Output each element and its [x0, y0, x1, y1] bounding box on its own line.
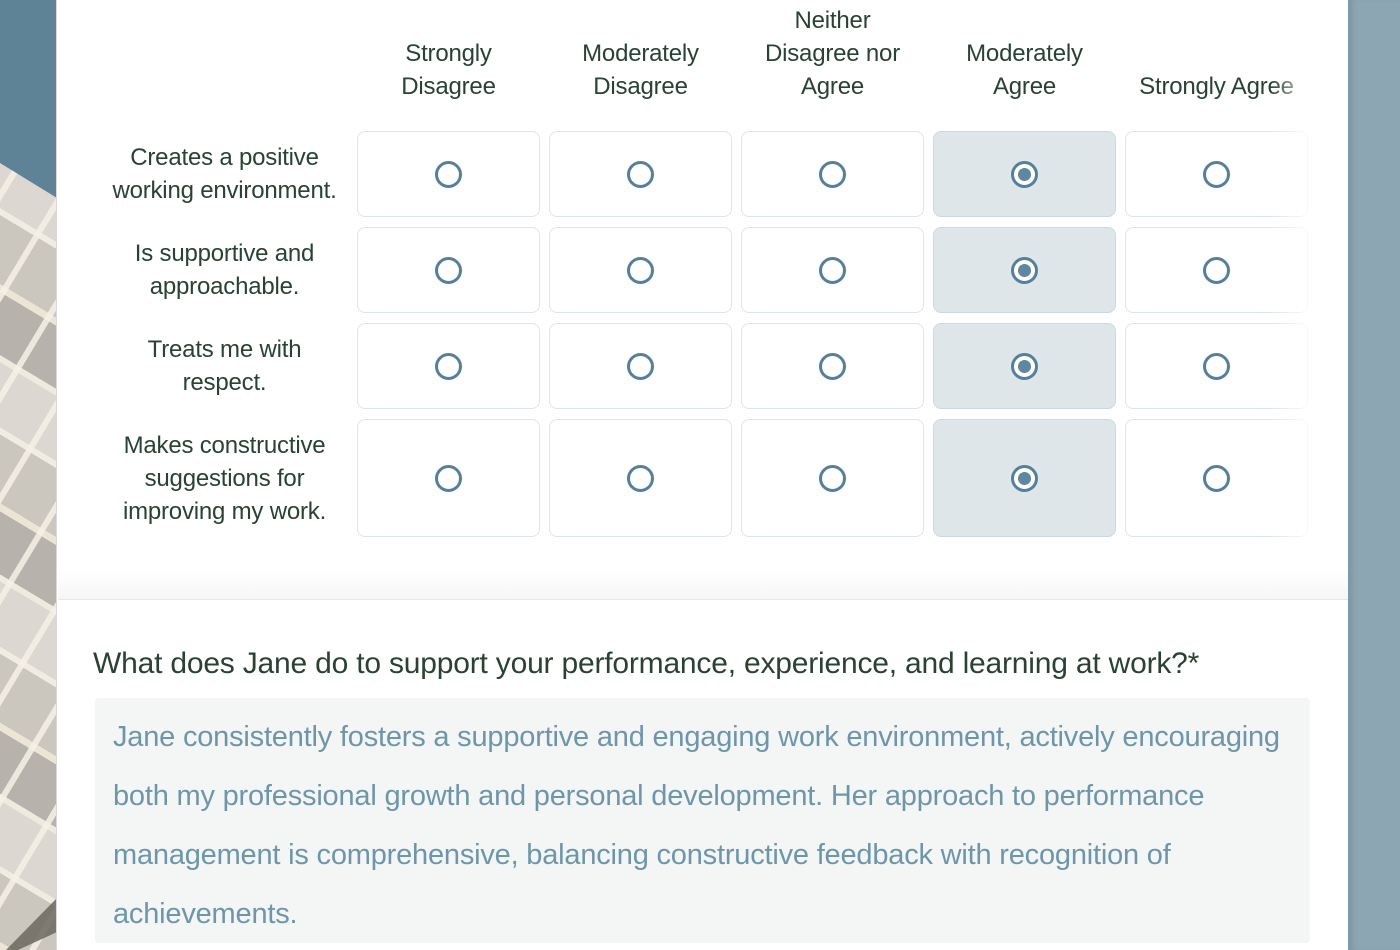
section-divider — [58, 599, 1348, 600]
open-question-answer-input[interactable]: Jane consistently fosters a supportive a… — [95, 698, 1310, 943]
matrix-cell[interactable] — [357, 131, 540, 217]
column-header-moderately-agree: Moderately Agree — [933, 37, 1116, 121]
column-header-label: Moderately Agree — [966, 40, 1083, 100]
matrix-cell[interactable] — [741, 323, 924, 409]
matrix-cell[interactable] — [1125, 323, 1308, 409]
matrix-cell[interactable] — [357, 323, 540, 409]
matrix-cell[interactable] — [741, 227, 924, 313]
matrix-cell[interactable] — [933, 131, 1116, 217]
column-header-label: Strongly Disagree — [401, 40, 496, 100]
row-label-text: Is supportive and approachable. — [134, 240, 315, 300]
matrix-cell[interactable] — [933, 419, 1116, 537]
column-header-label: Strongly Agree — [1139, 73, 1294, 100]
open-question-label: What does Jane do to support your perfor… — [93, 647, 1188, 680]
column-header-strongly-agree: Strongly Agree — [1125, 70, 1308, 121]
column-header-moderately-disagree: Moderately Disagree — [549, 37, 732, 121]
matrix-cell[interactable] — [1125, 419, 1308, 537]
matrix-cell[interactable] — [933, 323, 1116, 409]
radio-unchecked-icon[interactable] — [627, 464, 654, 492]
radio-unchecked-icon[interactable] — [627, 352, 654, 380]
row-label-respect: Treats me with respect. — [58, 323, 357, 409]
radio-unchecked-icon[interactable] — [435, 352, 462, 380]
matrix-cell[interactable] — [357, 227, 540, 313]
radio-unchecked-icon[interactable] — [435, 256, 462, 284]
matrix-cell[interactable] — [741, 419, 924, 537]
survey-card: Strongly Disagree Moderately Disagree Ne… — [58, 0, 1348, 950]
radio-checked-icon[interactable] — [1011, 352, 1038, 380]
matrix-cell[interactable] — [933, 227, 1116, 313]
radio-unchecked-icon[interactable] — [1203, 256, 1230, 284]
matrix-cell[interactable] — [549, 419, 732, 537]
radio-unchecked-icon[interactable] — [1203, 464, 1230, 492]
column-header-neither: Neither Disagree nor Agree — [741, 4, 924, 121]
radio-unchecked-icon[interactable] — [627, 256, 654, 284]
radio-unchecked-icon[interactable] — [435, 160, 462, 188]
matrix-corner — [58, 103, 241, 121]
background-strip-right — [1348, 0, 1400, 950]
row-label-positive-environment: Creates a positive working environment. — [58, 131, 357, 217]
row-label-text: Makes constructive suggestions for impro… — [122, 431, 327, 525]
row-label-supportive: Is supportive and approachable. — [58, 227, 357, 313]
section-shadow — [58, 568, 1348, 599]
open-question-title: What does Jane do to support your perfor… — [93, 646, 1313, 682]
matrix-cell[interactable] — [741, 131, 924, 217]
radio-checked-icon[interactable] — [1011, 160, 1038, 188]
background-photo-building — [0, 0, 57, 950]
radio-unchecked-icon[interactable] — [819, 464, 846, 492]
matrix-cell[interactable] — [1125, 227, 1308, 313]
matrix-cell[interactable] — [549, 323, 732, 409]
matrix-cell[interactable] — [1125, 131, 1308, 217]
radio-unchecked-icon[interactable] — [1203, 160, 1230, 188]
radio-checked-icon[interactable] — [1011, 256, 1038, 284]
radio-unchecked-icon[interactable] — [1203, 352, 1230, 380]
matrix-cell[interactable] — [549, 227, 732, 313]
row-label-text: Creates a positive working environment. — [112, 144, 337, 204]
column-header-strongly-disagree: Strongly Disagree — [357, 37, 540, 121]
row-label-text: Treats me with respect. — [147, 336, 302, 396]
radio-unchecked-icon[interactable] — [819, 352, 846, 380]
building-facade — [0, 163, 56, 950]
radio-unchecked-icon[interactable] — [819, 256, 846, 284]
required-asterisk: * — [1187, 647, 1200, 680]
matrix-cell[interactable] — [549, 131, 732, 217]
matrix-cell[interactable] — [357, 419, 540, 537]
row-label-constructive-suggestions: Makes constructive suggestions for impro… — [58, 419, 357, 537]
radio-unchecked-icon[interactable] — [627, 160, 654, 188]
radio-unchecked-icon[interactable] — [819, 160, 846, 188]
radio-checked-icon[interactable] — [1011, 464, 1038, 492]
radio-unchecked-icon[interactable] — [435, 464, 462, 492]
likert-matrix: Strongly Disagree Moderately Disagree Ne… — [58, 0, 1317, 537]
column-header-label: Neither Disagree nor Agree — [764, 7, 900, 100]
column-header-label: Moderately Disagree — [582, 40, 699, 100]
